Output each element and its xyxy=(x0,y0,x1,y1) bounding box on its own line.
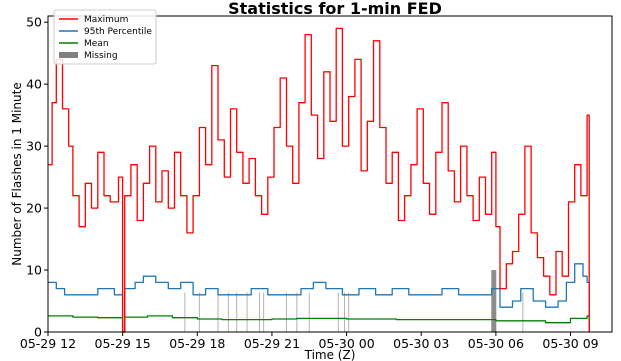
y-tick-label: 10 xyxy=(26,263,42,278)
x-tick-label: 05-30 00 xyxy=(318,336,374,351)
x-tick-label: 05-29 18 xyxy=(169,336,225,351)
x-axis-label: Time (Z) xyxy=(304,348,356,361)
y-axis: 0 10 20 30 40 50 xyxy=(26,15,48,340)
missing-period-bar xyxy=(236,292,238,332)
series-lines xyxy=(48,27,590,333)
missing-period-bar xyxy=(296,292,298,332)
missing-period-bar xyxy=(308,292,310,332)
missing-period-bar xyxy=(246,292,248,332)
chart-title: Statistics for 1-min FED xyxy=(228,0,442,18)
legend-entry-label: 95th Percentile xyxy=(84,27,152,37)
series-line-mean xyxy=(48,315,590,333)
missing-period-bar xyxy=(198,292,200,332)
y-tick-label: 0 xyxy=(34,325,42,340)
series-line-maximum xyxy=(48,27,590,333)
x-tick-label: 05-30 06 xyxy=(468,336,524,351)
x-axis: 05-29 12 05-29 15 05-29 18 05-29 21 05-30 00… xyxy=(20,332,599,351)
missing-period-bar xyxy=(263,292,265,332)
series-line-95th-percentile xyxy=(48,263,590,333)
missing-period-bar xyxy=(285,292,287,332)
missing-period-bar xyxy=(491,270,497,332)
y-axis-label: Number of Flashes in 1 Minute xyxy=(10,82,24,266)
x-tick-label: 05-29 15 xyxy=(95,336,151,351)
legend-entry-label: Maximum xyxy=(84,15,128,25)
x-tick-label: 05-30 09 xyxy=(542,336,598,351)
y-tick-label: 20 xyxy=(26,201,42,216)
y-tick-label: 40 xyxy=(26,77,42,92)
x-tick-label: 05-29 21 xyxy=(244,336,300,351)
legend-entry-label: Mean xyxy=(84,39,109,49)
missing-period-bar xyxy=(344,292,346,332)
x-tick-label: 05-29 12 xyxy=(20,336,76,351)
legend: Maximum 95th Percentile Mean Missing xyxy=(53,9,157,65)
plot-frame xyxy=(47,15,613,333)
missing-periods xyxy=(124,270,590,332)
missing-period-bar xyxy=(227,292,229,332)
missing-period-bar xyxy=(217,292,219,332)
y-tick-label: 50 xyxy=(26,15,42,30)
missing-period-bar xyxy=(522,292,524,332)
legend-patch-swatch xyxy=(59,52,78,58)
missing-period-bar xyxy=(348,292,350,332)
x-tick-label: 05-30 03 xyxy=(393,336,449,351)
missing-period-bar xyxy=(184,292,186,332)
y-tick-label: 30 xyxy=(26,139,42,154)
legend-entry-label: Missing xyxy=(84,51,118,61)
missing-period-bar xyxy=(337,292,339,332)
missing-period-bar xyxy=(259,292,260,332)
legend-box xyxy=(53,9,157,65)
